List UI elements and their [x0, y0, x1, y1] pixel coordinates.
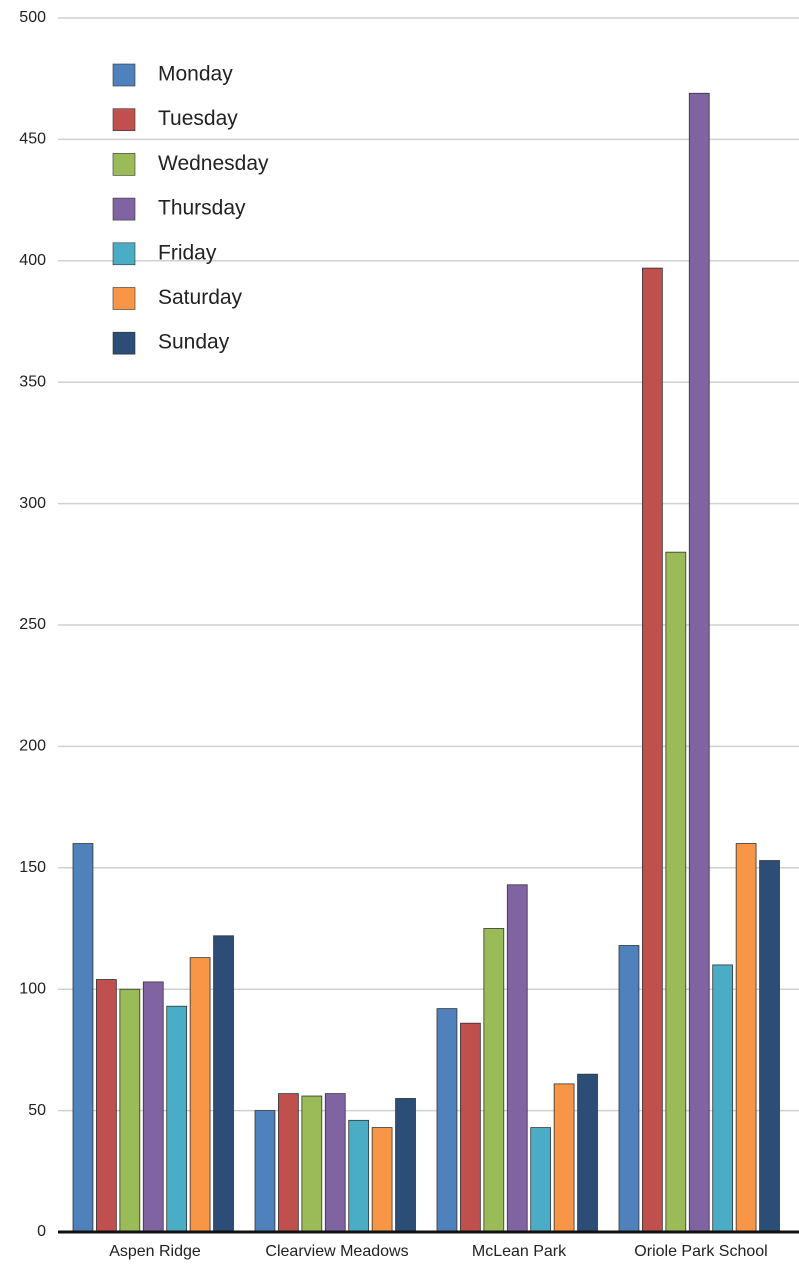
bar — [530, 1127, 552, 1233]
legend-swatch — [112, 153, 136, 176]
y-tick-label: 500 — [19, 9, 46, 26]
x-tick-label: Oriole Park School — [634, 1243, 767, 1260]
legend-label: Tuesday — [158, 107, 238, 130]
y-tick-label: 0 — [37, 1223, 46, 1240]
bar — [759, 860, 780, 1233]
bar — [506, 884, 528, 1233]
bar — [119, 988, 141, 1233]
y-tick-label: 450 — [19, 131, 46, 148]
legend-label: Saturday — [158, 286, 243, 309]
bar — [618, 945, 640, 1233]
legend-swatch — [112, 242, 136, 266]
bar — [278, 1093, 299, 1233]
bar — [96, 979, 117, 1233]
bar — [642, 267, 663, 1233]
legend-label: Monday — [158, 63, 233, 86]
bar — [301, 1095, 323, 1233]
bar — [189, 957, 211, 1233]
y-tick-label: 400 — [19, 252, 46, 269]
x-tick-label: McLean Park — [472, 1243, 567, 1260]
bar — [213, 935, 234, 1233]
bar — [460, 1022, 481, 1233]
legend-label: Sunday — [158, 331, 230, 354]
y-tick-label: 150 — [19, 859, 46, 876]
legend-label: Wednesday — [158, 152, 269, 175]
bar — [553, 1083, 575, 1233]
bar — [735, 843, 757, 1233]
legend-swatch — [112, 197, 136, 221]
y-tick-label: 100 — [19, 980, 46, 997]
bar — [665, 551, 687, 1233]
bar — [395, 1098, 416, 1233]
legend-swatch — [112, 287, 136, 310]
bar — [166, 1005, 188, 1233]
y-tick-label: 50 — [28, 1102, 46, 1119]
legend-swatch — [112, 108, 136, 131]
x-tick-label: Clearview Meadows — [265, 1243, 408, 1260]
bar — [577, 1073, 598, 1233]
legend-label: Friday — [158, 241, 217, 264]
bar — [254, 1110, 276, 1233]
y-tick-label: 200 — [19, 738, 46, 755]
legend-swatch — [112, 63, 136, 87]
y-tick-label: 300 — [19, 495, 46, 512]
x-tick-label: Aspen Ridge — [109, 1243, 201, 1260]
legend-label: Thursday — [158, 197, 246, 220]
bar — [72, 843, 94, 1233]
bar — [348, 1119, 370, 1233]
legend-swatch — [112, 331, 136, 355]
y-tick-label: 350 — [19, 373, 46, 390]
bar — [712, 964, 734, 1233]
bar — [688, 92, 710, 1233]
bar — [324, 1093, 346, 1233]
y-tick-label: 250 — [19, 616, 46, 633]
bar — [483, 928, 505, 1233]
bar — [371, 1127, 393, 1233]
bar — [436, 1008, 458, 1233]
bar — [142, 981, 164, 1233]
